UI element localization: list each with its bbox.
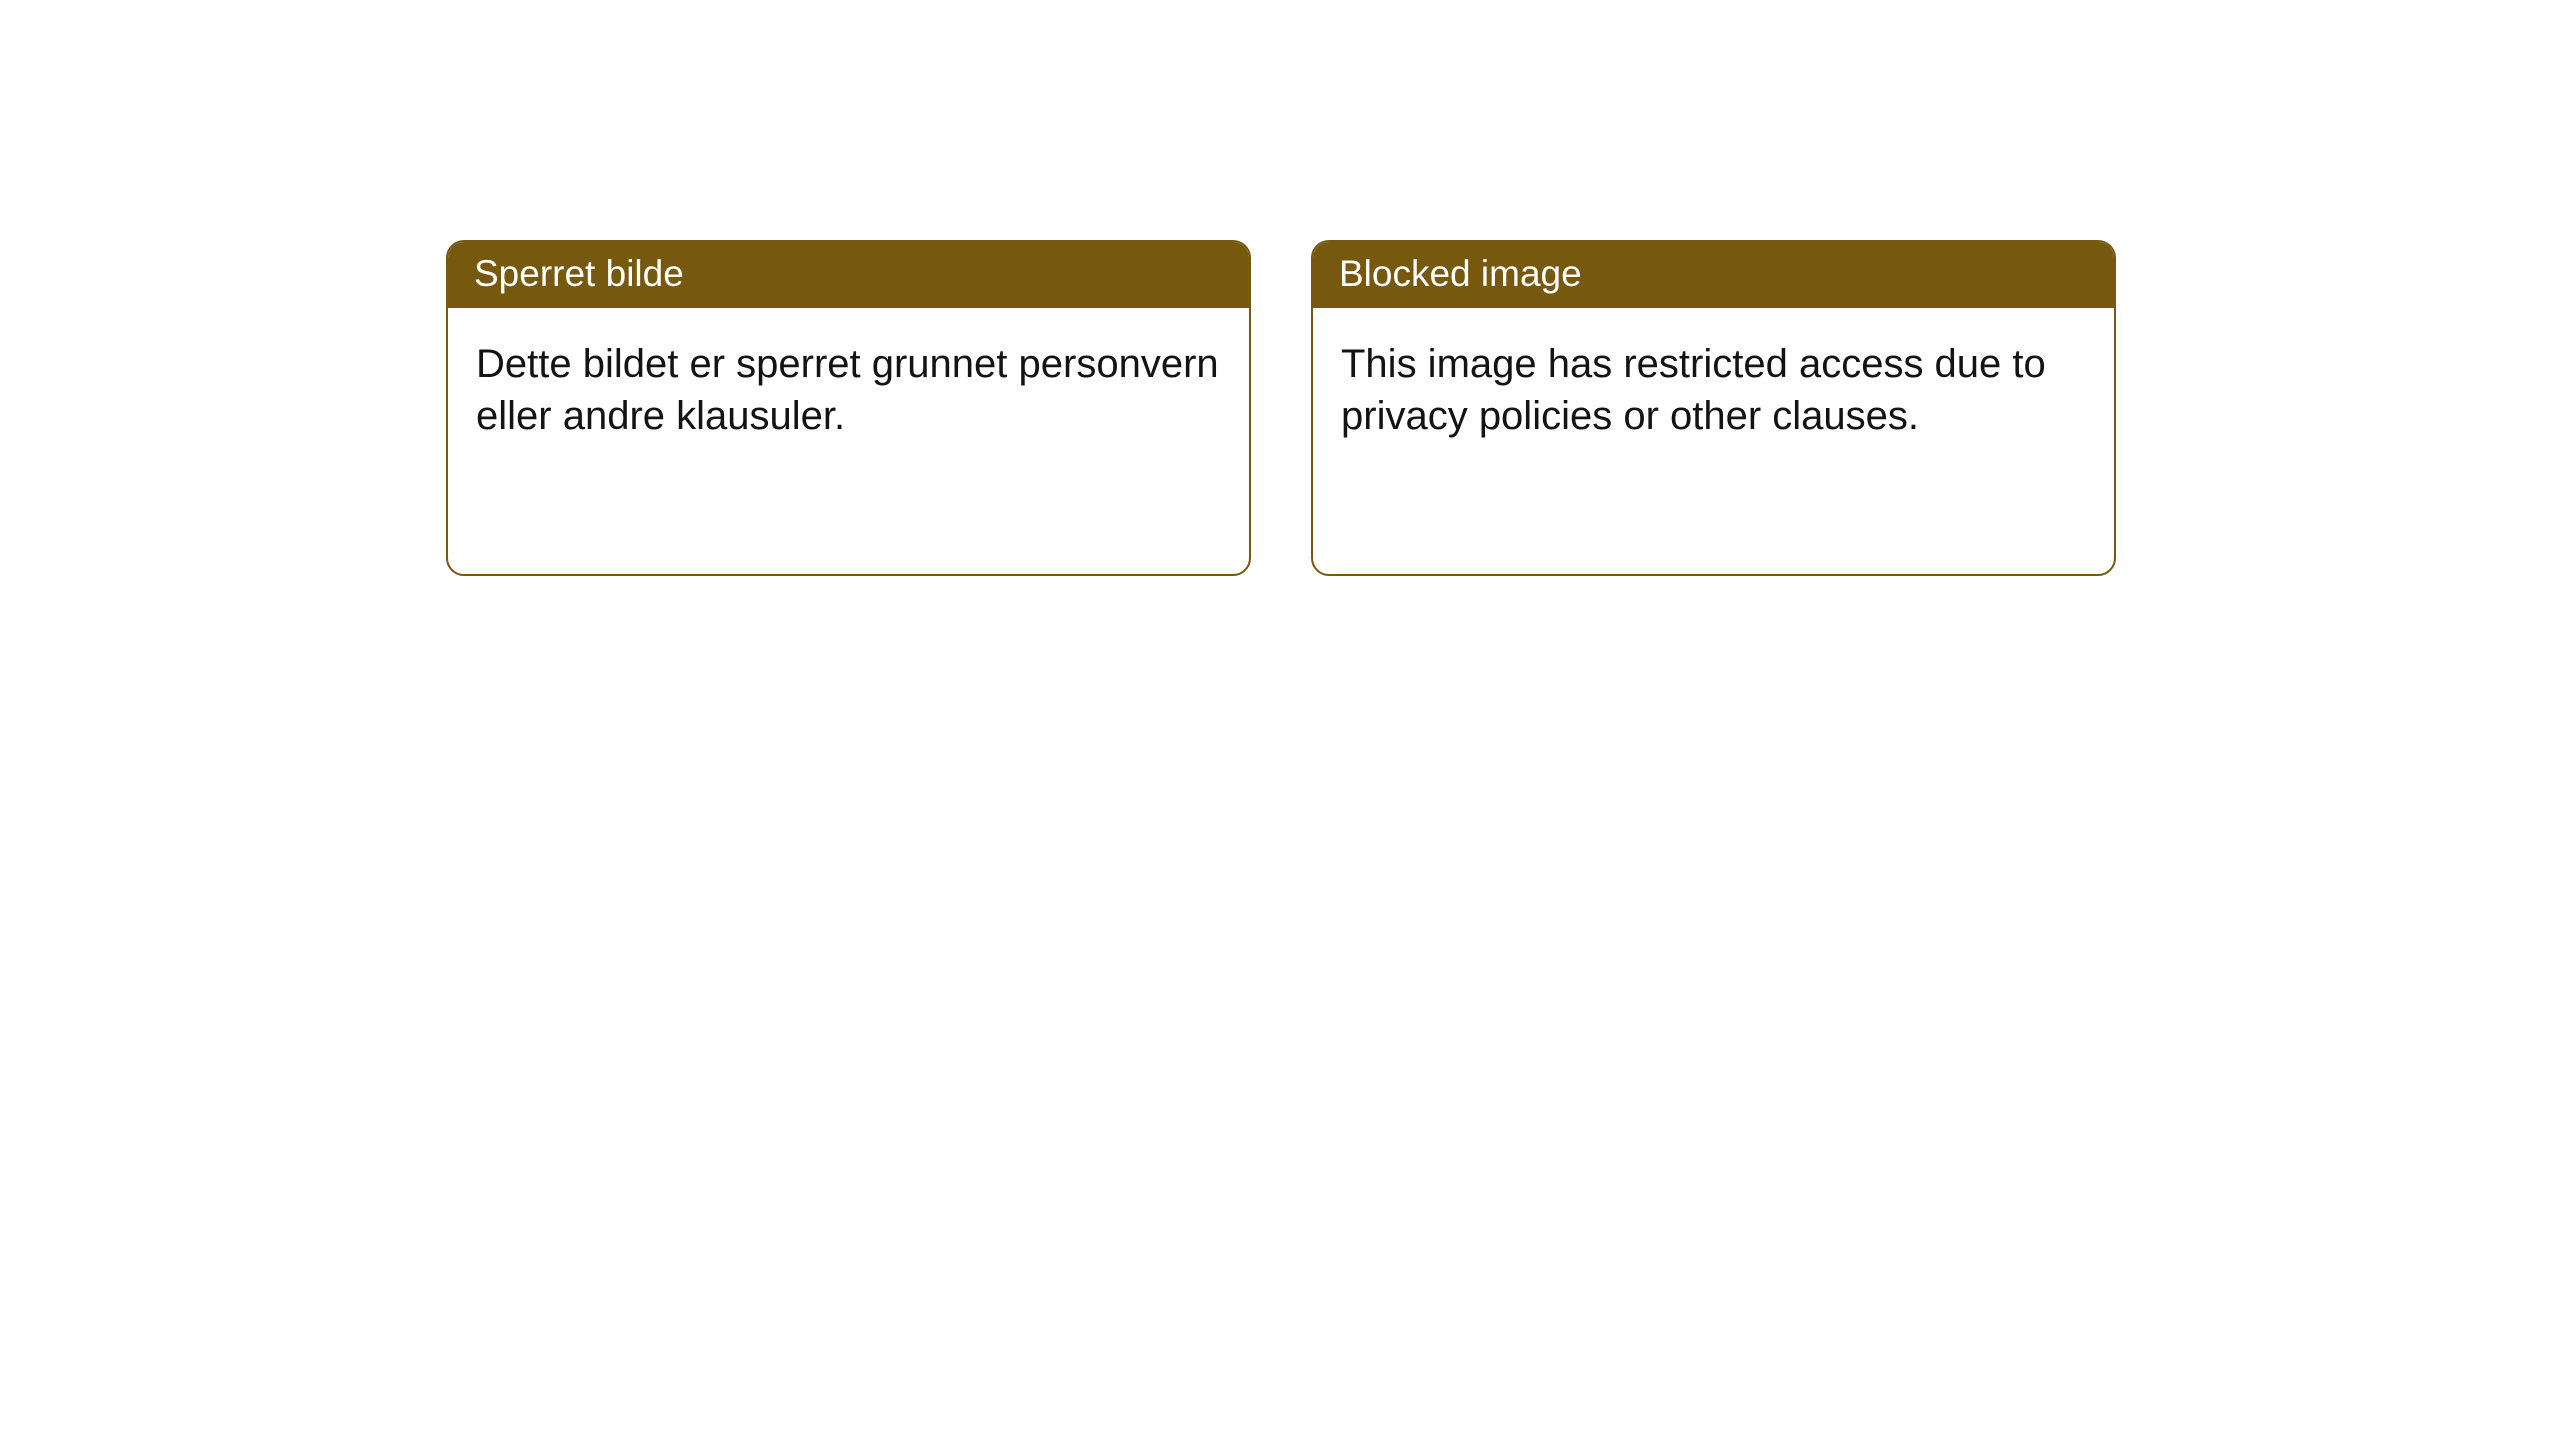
notice-card-english: Blocked image This image has restricted … [1311,240,2116,576]
card-body: This image has restricted access due to … [1313,308,2114,472]
notice-card-norwegian: Sperret bilde Dette bildet er sperret gr… [446,240,1251,576]
card-header: Sperret bilde [448,242,1249,308]
card-header: Blocked image [1313,242,2114,308]
card-body: Dette bildet er sperret grunnet personve… [448,308,1249,472]
notice-container: Sperret bilde Dette bildet er sperret gr… [446,240,2116,576]
